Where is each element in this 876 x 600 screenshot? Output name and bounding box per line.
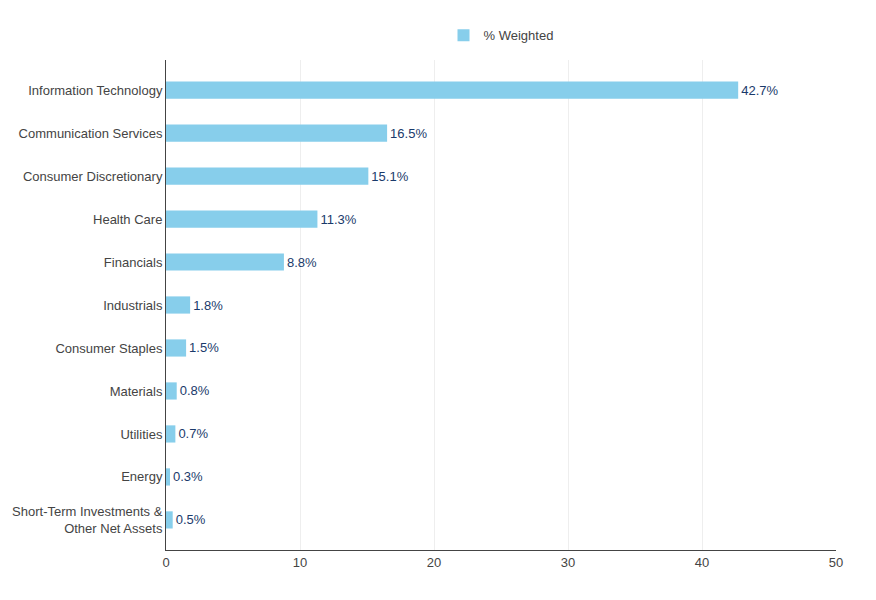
svg-text:Utilities: Utilities xyxy=(120,427,162,442)
svg-text:15.1%: 15.1% xyxy=(371,169,408,184)
svg-text:Materials: Materials xyxy=(110,384,163,399)
svg-text:11.3%: 11.3% xyxy=(320,212,356,227)
svg-text:Consumer Discretionary: Consumer Discretionary xyxy=(23,169,163,184)
svg-text:42.7%: 42.7% xyxy=(741,83,778,98)
svg-text:0.3%: 0.3% xyxy=(173,469,203,484)
svg-text:0.5%: 0.5% xyxy=(176,512,206,527)
svg-text:20: 20 xyxy=(427,555,441,570)
svg-text:50: 50 xyxy=(829,555,843,570)
svg-text:Financials: Financials xyxy=(104,255,163,270)
svg-text:0.7%: 0.7% xyxy=(178,426,208,441)
svg-text:Communication Services: Communication Services xyxy=(19,126,163,141)
svg-text:Consumer Staples: Consumer Staples xyxy=(55,341,162,356)
svg-text:1.5%: 1.5% xyxy=(189,340,219,355)
svg-text:40: 40 xyxy=(695,555,709,570)
svg-text:% Weighted: % Weighted xyxy=(484,28,554,43)
svg-text:16.5%: 16.5% xyxy=(390,126,427,141)
svg-text:Industrials: Industrials xyxy=(103,298,163,313)
svg-text:10: 10 xyxy=(293,555,307,570)
svg-text:Short-Term Investments &Other: Short-Term Investments &Other Net Assets xyxy=(12,504,163,536)
svg-text:0: 0 xyxy=(162,555,169,570)
svg-text:1.8%: 1.8% xyxy=(193,298,223,313)
svg-text:8.8%: 8.8% xyxy=(287,255,317,270)
svg-text:Health Care: Health Care xyxy=(93,212,162,227)
svg-text:Energy: Energy xyxy=(121,469,163,484)
svg-text:0.8%: 0.8% xyxy=(180,383,210,398)
svg-text:30: 30 xyxy=(561,555,575,570)
svg-text:Information Technology: Information Technology xyxy=(28,83,163,98)
